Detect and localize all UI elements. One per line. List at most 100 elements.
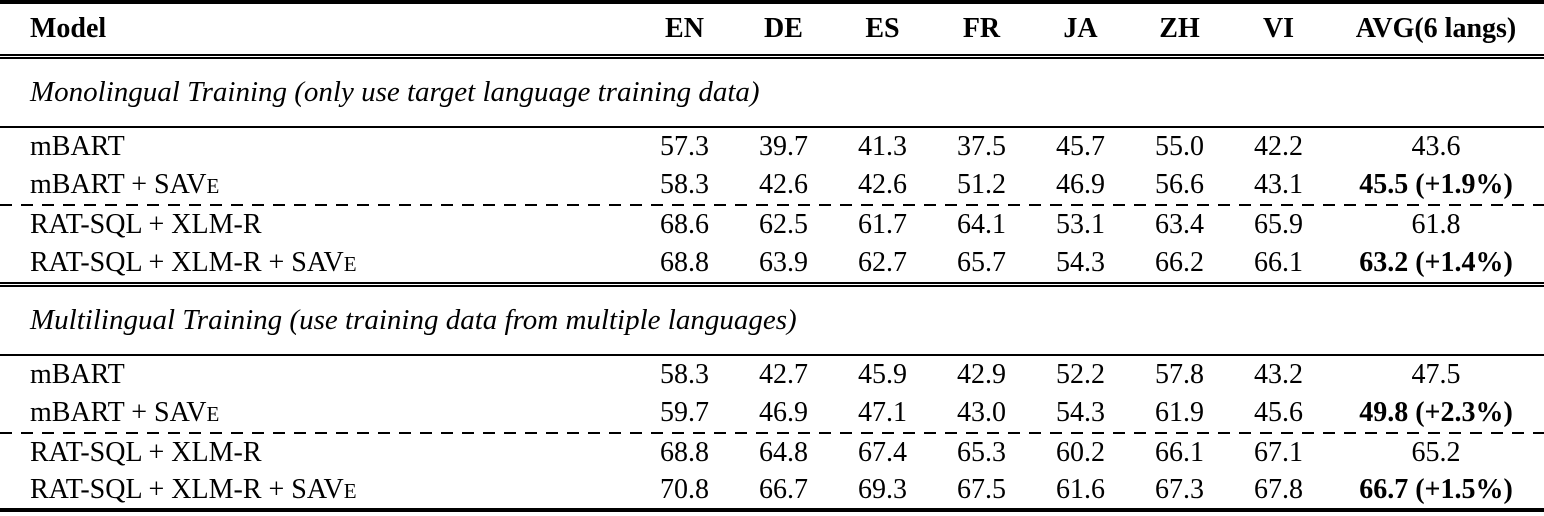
score-cell: 51.2 [957, 169, 1006, 200]
table-header-row: Model EN DE ES FR JA ZH VI AVG(6 langs) [0, 2, 1544, 54]
divider-row [0, 54, 1544, 59]
avg-score-cell: 47.5 [1411, 359, 1461, 390]
divider-dashed [0, 432, 1544, 434]
model-name: RAT-SQL + XLM-R + SAV [30, 247, 344, 278]
score-cell: 63.4 [1155, 209, 1204, 240]
model-name-smallcap: E [343, 479, 357, 503]
column-header-de: DE [764, 13, 803, 44]
divider-dashed [0, 204, 1544, 206]
avg-score-cell: 66.7 (+1.5%) [1359, 474, 1513, 505]
section-title-multilingual: Multilingual Training (use training data… [30, 304, 797, 336]
model-name-cell: RAT-SQL + XLM-R + SAVE [0, 244, 635, 282]
model-name-cell: RAT-SQL + XLM-R [0, 206, 635, 244]
score-cell: 46.9 [759, 397, 808, 428]
model-name: mBART + SAV [30, 397, 207, 428]
model-name: mBART [30, 131, 125, 162]
score-cell: 67.3 [1155, 474, 1204, 505]
score-cell: 37.5 [957, 131, 1006, 162]
score-cell: 42.2 [1254, 131, 1303, 162]
score-cell: 45.7 [1056, 131, 1105, 162]
score-cell: 54.3 [1056, 247, 1105, 278]
table-row: mBART 57.3 39.7 41.3 37.5 45.7 55.0 42.2… [0, 128, 1544, 166]
model-name: mBART + SAV [30, 169, 207, 200]
divider-single [0, 354, 1544, 356]
section-row-monolingual: Monolingual Training (only use target la… [0, 59, 1544, 126]
score-cell: 43.2 [1254, 359, 1303, 390]
table-row: RAT-SQL + XLM-R + SAVE 68.8 63.9 62.7 65… [0, 244, 1544, 282]
column-header-vi: VI [1262, 13, 1295, 44]
score-cell: 42.9 [957, 359, 1006, 390]
table-row: mBART + SAVE 58.3 42.6 42.6 51.2 46.9 56… [0, 166, 1544, 204]
score-cell: 68.8 [660, 247, 709, 278]
model-name: RAT-SQL + XLM-R + SAV [30, 474, 344, 505]
avg-score-cell: 65.2 [1411, 437, 1461, 468]
column-header-fr: FR [962, 13, 1001, 44]
avg-score-cell: 49.8 (+2.3%) [1359, 397, 1513, 428]
score-cell: 45.9 [858, 359, 907, 390]
model-name: RAT-SQL + XLM-R [30, 437, 262, 468]
divider-double [0, 282, 1544, 287]
score-cell: 61.6 [1056, 474, 1105, 505]
avg-score-cell: 45.5 (+1.9%) [1359, 169, 1513, 200]
divider-row [0, 432, 1544, 434]
score-cell: 61.9 [1155, 397, 1204, 428]
model-name-cell: mBART + SAVE [0, 166, 635, 204]
score-cell: 57.3 [660, 131, 709, 162]
score-cell: 66.2 [1155, 247, 1204, 278]
score-cell: 47.1 [858, 397, 907, 428]
score-cell: 42.6 [858, 169, 907, 200]
score-cell: 68.8 [660, 437, 709, 468]
divider-single [0, 126, 1544, 128]
score-cell: 66.1 [1254, 247, 1303, 278]
model-name-smallcap: E [343, 252, 357, 276]
score-cell: 67.4 [858, 437, 907, 468]
score-cell: 62.5 [759, 209, 808, 240]
score-cell: 56.6 [1155, 169, 1204, 200]
score-cell: 68.6 [660, 209, 709, 240]
divider-row [0, 354, 1544, 356]
score-cell: 53.1 [1056, 209, 1105, 240]
column-header-en: EN [665, 13, 704, 44]
model-name-cell: RAT-SQL + XLM-R [0, 434, 635, 472]
divider-double [0, 54, 1544, 59]
score-cell: 67.5 [957, 474, 1006, 505]
score-cell: 61.7 [858, 209, 907, 240]
column-header-es: ES [865, 13, 900, 44]
table-row: RAT-SQL + XLM-R 68.6 62.5 61.7 64.1 53.1… [0, 206, 1544, 244]
divider-row [0, 126, 1544, 128]
score-cell: 63.9 [759, 247, 808, 278]
score-cell: 57.8 [1155, 359, 1204, 390]
score-cell: 64.1 [957, 209, 1006, 240]
score-cell: 65.3 [957, 437, 1006, 468]
avg-score-cell: 63.2 (+1.4%) [1359, 247, 1513, 278]
score-cell: 41.3 [858, 131, 907, 162]
section-title-monolingual: Monolingual Training (only use target la… [30, 76, 760, 108]
score-cell: 64.8 [759, 437, 808, 468]
model-name-cell: mBART [0, 356, 635, 394]
score-cell: 54.3 [1056, 397, 1105, 428]
score-cell: 43.0 [957, 397, 1006, 428]
score-cell: 59.7 [660, 397, 709, 428]
score-cell: 42.6 [759, 169, 808, 200]
model-name: RAT-SQL + XLM-R [30, 209, 262, 240]
score-cell: 67.1 [1254, 437, 1303, 468]
avg-score-cell: 43.6 [1411, 131, 1461, 162]
table-row: mBART + SAVE 59.7 46.9 47.1 43.0 54.3 61… [0, 394, 1544, 432]
score-cell: 58.3 [660, 359, 709, 390]
score-cell: 43.1 [1254, 169, 1303, 200]
score-cell: 66.1 [1155, 437, 1204, 468]
score-cell: 65.7 [957, 247, 1006, 278]
score-cell: 62.7 [858, 247, 907, 278]
column-header-zh: ZH [1159, 13, 1200, 44]
score-cell: 66.7 [759, 474, 808, 505]
model-name: mBART [30, 359, 125, 390]
model-name-cell: RAT-SQL + XLM-R + SAVE [0, 472, 635, 510]
score-cell: 42.7 [759, 359, 808, 390]
score-cell: 45.6 [1254, 397, 1303, 428]
avg-score-cell: 61.8 [1411, 209, 1461, 240]
score-cell: 60.2 [1056, 437, 1105, 468]
score-cell: 69.3 [858, 474, 907, 505]
column-header-ja: JA [1063, 13, 1098, 44]
score-cell: 70.8 [660, 474, 709, 505]
